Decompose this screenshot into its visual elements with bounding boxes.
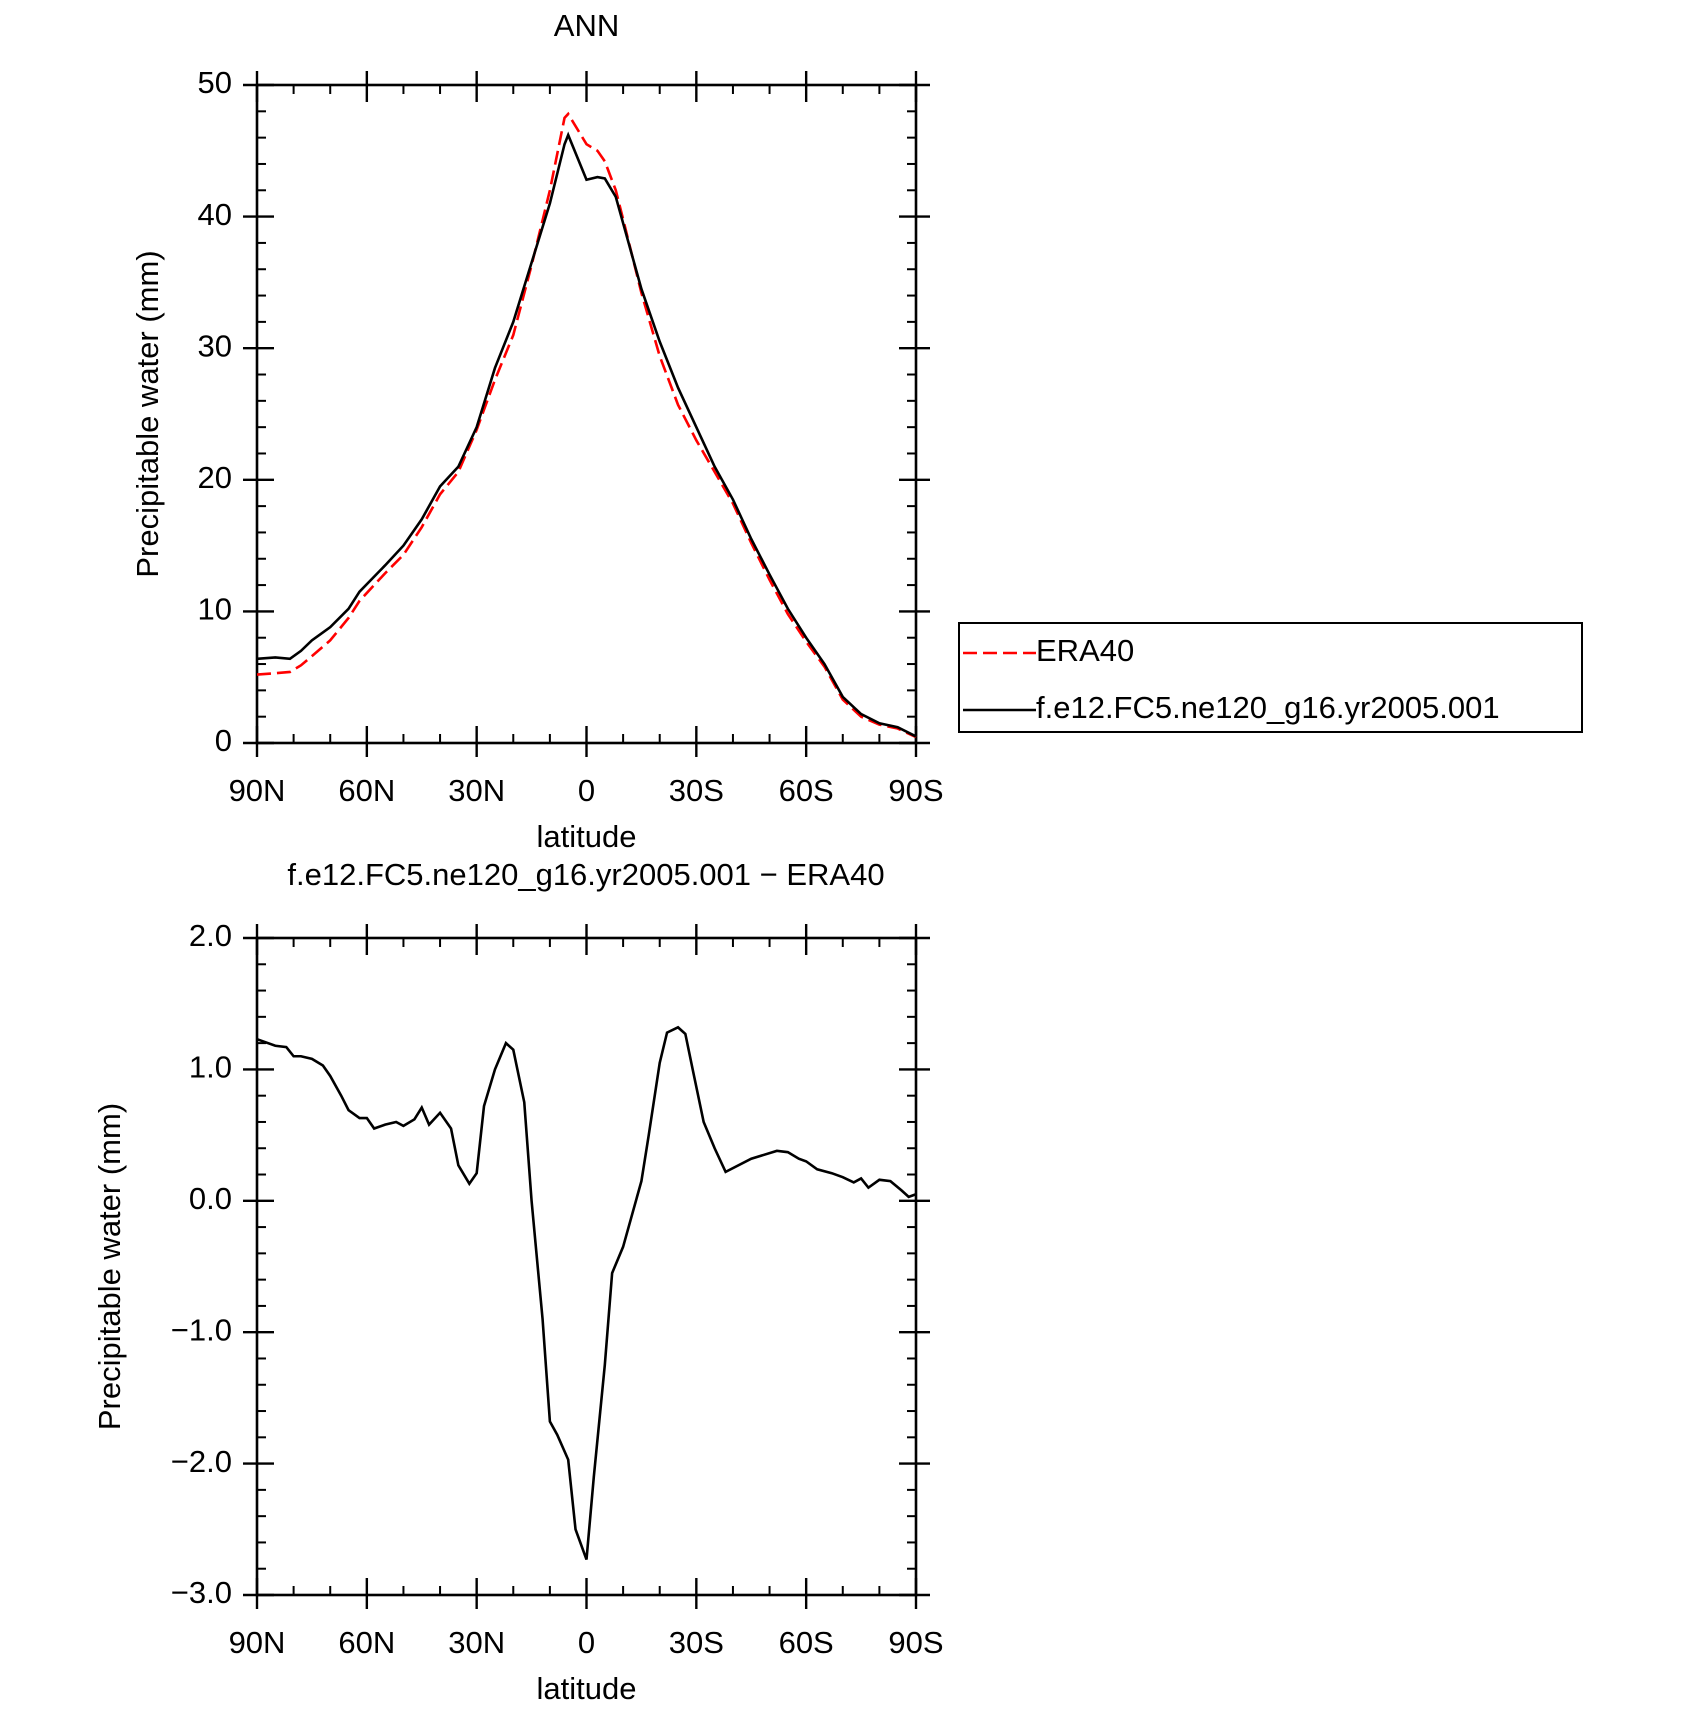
- legend-label: f.e12.FC5.ne120_g16.yr2005.001: [1036, 690, 1500, 725]
- x-tick-label: 60N: [338, 1625, 395, 1660]
- y-tick-label: 50: [198, 65, 232, 100]
- y-axis-label: Precipitable water (mm): [130, 250, 165, 577]
- x-tick-label: 30S: [669, 773, 724, 808]
- y-tick-label: 2.0: [189, 918, 232, 953]
- x-tick-label: 30S: [669, 1625, 724, 1660]
- x-tick-label: 30N: [448, 773, 505, 808]
- x-tick-label: 60N: [338, 773, 395, 808]
- x-tick-label: 90N: [229, 1625, 286, 1660]
- x-tick-label: 0: [578, 773, 595, 808]
- x-axis-label: latitude: [537, 1671, 637, 1706]
- chart-title: ANN: [554, 8, 619, 43]
- y-tick-label: −1.0: [171, 1312, 232, 1347]
- data-line: [256, 1025, 917, 1560]
- y-tick-label: −2.0: [171, 1444, 232, 1479]
- data-line: [256, 111, 917, 739]
- x-axis-label: latitude: [537, 819, 637, 854]
- plot-frame: [255, 83, 918, 745]
- x-tick-label: 90S: [888, 1625, 943, 1660]
- legend-label: ERA40: [1036, 633, 1134, 668]
- y-tick-label: 0: [215, 723, 232, 758]
- x-tick-label: 30N: [448, 1625, 505, 1660]
- y-tick-label: 1.0: [189, 1050, 232, 1085]
- x-tick-label: 90N: [229, 773, 286, 808]
- chart-title: f.e12.FC5.ne120_g16.yr2005.001 − ERA40: [287, 857, 884, 892]
- x-tick-label: 90S: [888, 773, 943, 808]
- x-tick-label: 60S: [779, 1625, 834, 1660]
- y-axis-label: Precipitable water (mm): [92, 1103, 127, 1430]
- plot-frame: [255, 936, 918, 1597]
- x-tick-label: 0: [578, 1625, 595, 1660]
- legend-box: [958, 622, 1583, 733]
- data-line: [256, 131, 917, 738]
- y-tick-label: 30: [198, 328, 232, 363]
- y-tick-label: 10: [198, 592, 232, 627]
- y-tick-label: 40: [198, 197, 232, 232]
- y-tick-label: −3.0: [171, 1575, 232, 1610]
- y-tick-label: 20: [198, 460, 232, 495]
- x-tick-label: 60S: [779, 773, 834, 808]
- y-tick-label: 0.0: [189, 1181, 232, 1216]
